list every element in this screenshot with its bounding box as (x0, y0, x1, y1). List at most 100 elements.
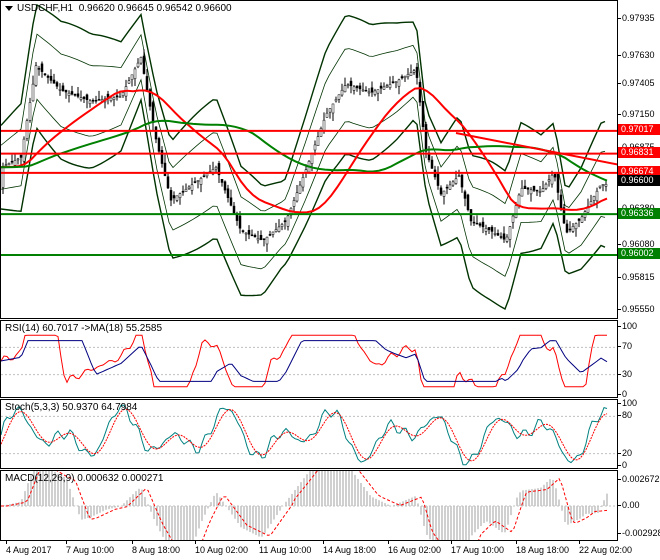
time-axis-label: 17 Aug 10:00 (451, 545, 505, 555)
candle-body (34, 65, 38, 86)
candle-body (466, 194, 470, 210)
candle-body (481, 221, 485, 228)
macd-tick-label: 0.002672 (618, 474, 660, 485)
candle-body (196, 180, 200, 182)
macd-tick-label: 0.00 (618, 500, 640, 511)
candle-body (112, 97, 116, 100)
candle-body (4, 164, 8, 167)
candle-body (538, 191, 542, 193)
candle-body (484, 228, 488, 232)
candle-body (169, 190, 173, 201)
candle-body (118, 96, 122, 98)
candle-body (253, 235, 257, 238)
candle-body (133, 68, 137, 79)
candle-body (7, 163, 11, 166)
chart-header: USDCHF,H1 0.96620 0.96645 0.96542 0.9660… (5, 3, 232, 14)
candle-body (205, 173, 209, 177)
moving-average-green (1, 119, 608, 182)
price-chart-pane[interactable]: USDCHF,H1 0.96620 0.96645 0.96542 0.9660… (0, 0, 618, 319)
price-tick-label: 0.97150 (618, 108, 655, 119)
candle-body (121, 92, 125, 97)
symbol-label: USDCHF,H1 (17, 3, 74, 14)
time-axis-tick (132, 541, 133, 544)
time-axis-label: 14 Aug 18:00 (323, 545, 377, 555)
candle-body (247, 229, 251, 235)
time-axis-label: 11 Aug 10:00 (259, 545, 312, 555)
candle-body (73, 93, 77, 96)
candle-body (187, 186, 191, 189)
candle-body (82, 96, 86, 99)
candle-body (181, 191, 185, 193)
candle-body (397, 79, 401, 87)
candle-body (64, 89, 68, 93)
candle-body (94, 99, 98, 102)
rsi-svg (1, 334, 617, 388)
rsi-pane[interactable]: RSI(14) 60.7017 ->MA(18) 55.2585 (0, 320, 618, 398)
macd-pane[interactable]: MACD(12,26,9) 0.000632 0.000271 (0, 470, 618, 541)
candle-body (391, 81, 395, 84)
candle-body (406, 74, 410, 78)
time-axis-tick (516, 541, 517, 544)
price-level-badge: 0.97017 (618, 124, 660, 136)
candle-body (295, 192, 299, 202)
candle-body (19, 154, 23, 158)
candle-body (352, 86, 356, 91)
dropdown-triangle-icon[interactable] (5, 5, 13, 11)
candle-body (16, 158, 20, 161)
macd-tick-label: -0.002928 (618, 528, 660, 538)
candle-body (475, 222, 479, 225)
candle-body (592, 196, 596, 201)
time-axis-label: 7 Aug 10:00 (66, 545, 115, 555)
candle-body (277, 226, 281, 232)
time-axis-tick (579, 541, 580, 544)
candle-body (361, 89, 365, 92)
candle-body (589, 201, 593, 206)
candle-body (472, 221, 476, 224)
rsi-axis: 100 70 30 0 (617, 320, 660, 399)
time-axis-label: 22 Aug 02:00 (579, 545, 633, 555)
candle-body (262, 238, 266, 240)
candle-body (358, 85, 362, 90)
candle-body (415, 66, 419, 78)
candle-body (127, 80, 131, 84)
time-axis-tick (195, 541, 196, 544)
candle-body (43, 73, 47, 76)
candle-body (91, 99, 95, 102)
candle-body (331, 103, 335, 114)
time-axis-label: 10 Aug 02:00 (195, 545, 249, 555)
stoch-pane[interactable]: Stoch(5,3,3) 50.9370 64.7984 (0, 399, 618, 469)
candle-body (445, 186, 449, 189)
price-tick-label: 0.95550 (618, 304, 655, 315)
candle-body (439, 187, 443, 195)
stoch-tick-label: 20 (617, 447, 633, 458)
candle-body (232, 205, 236, 214)
candle-body (550, 174, 554, 185)
rsi-tick-label: 30 (617, 368, 633, 379)
candle-body (571, 226, 575, 232)
candle-body (70, 91, 74, 95)
stoch-svg (1, 404, 617, 466)
candle-body (448, 184, 452, 190)
candle-body (184, 188, 188, 192)
candle-body (418, 81, 422, 103)
candle-body (22, 138, 26, 162)
candle-body (10, 161, 14, 163)
stoch-tick-label: 0 (617, 460, 628, 470)
candle-body (256, 238, 260, 241)
candle-body (220, 178, 224, 183)
candle-body (223, 181, 227, 191)
candle-body (46, 75, 50, 78)
candle-body (322, 119, 326, 132)
time-axis-label: 8 Aug 18:00 (132, 545, 181, 555)
candle-body (325, 112, 329, 118)
candle-body (214, 166, 218, 170)
time-axis-tick (388, 541, 389, 544)
candle-body (319, 128, 323, 137)
candle-body (61, 85, 65, 92)
candle-body (28, 102, 32, 121)
candle-body (544, 183, 548, 189)
candle-body (142, 55, 146, 74)
candle-body (31, 83, 35, 102)
candle-body (97, 99, 101, 101)
candle-body (535, 189, 539, 192)
